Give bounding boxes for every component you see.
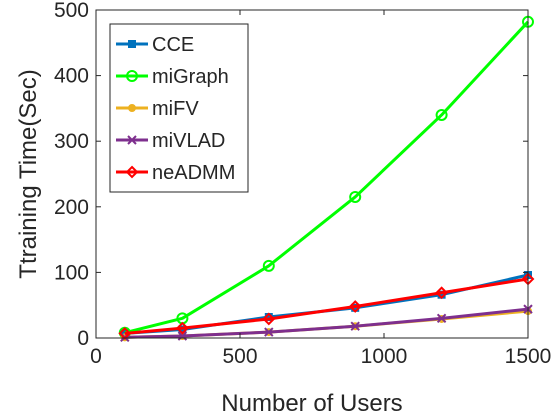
y-tick-label: 0: [77, 327, 89, 350]
data-point-mivlad: [177, 331, 188, 341]
legend-marker-cce: [128, 40, 136, 48]
x-axis-label: Number of Users: [221, 390, 402, 417]
data-point-migraph: [435, 108, 448, 121]
y-tick-label: 300: [54, 130, 89, 153]
legend-item-neadmm: neADMM: [116, 162, 235, 184]
axes-box: [95, 9, 529, 339]
x-tick-label: 1000: [361, 345, 408, 368]
axes: 0 500 1000 1500 0 100 200 300 400 500: [54, 0, 551, 368]
data-point-mivlad: [350, 321, 360, 331]
legend: CCE miGraph miFV miVLAD neADMM: [109, 23, 249, 193]
series-neadmm: [118, 272, 535, 340]
y-tick-label: 500: [54, 0, 89, 22]
legend-item-mivlad: miVLAD: [116, 130, 225, 152]
legend-item-migraph: miGraph: [116, 66, 229, 88]
legend-marker-mifv: [128, 104, 136, 112]
y-axis-label: Ttraining Time(Sec): [15, 69, 42, 278]
data-point-neadmm: [435, 286, 449, 300]
legend-marker-migraph: [126, 70, 138, 82]
legend-label-cce: CCE: [152, 34, 194, 56]
legend-item-mifv: miFV: [116, 98, 199, 120]
legend-item-cce: CCE: [116, 34, 194, 56]
legend-label-neadmm: neADMM: [152, 162, 235, 184]
y-tick-label: 200: [54, 196, 89, 219]
x-tick-label: 0: [90, 345, 102, 368]
y-tick-label: 400: [54, 65, 89, 88]
data-point-mivlad: [264, 327, 274, 337]
legend-label-mivlad: miVLAD: [152, 130, 225, 152]
series-line-mivlad: [124, 307, 529, 339]
data-point-mivlad: [436, 313, 447, 324]
data-point-neadmm: [175, 321, 189, 335]
legend-marker-neadmm: [125, 165, 139, 179]
data-point-migraph: [349, 190, 362, 203]
y-tick-label: 100: [54, 261, 89, 284]
series-line-migraph: [124, 20, 530, 335]
legend-marker-mivlad: [127, 135, 137, 145]
x-tick-label: 500: [222, 345, 257, 368]
legend-label-mifv: miFV: [152, 98, 199, 120]
x-tick-label: 1500: [505, 345, 552, 368]
data-point-migraph: [262, 259, 275, 272]
data-point-neadmm: [348, 300, 362, 313]
series-line-neadmm: [124, 277, 529, 335]
legend-label-migraph: miGraph: [152, 66, 229, 88]
data-point-neadmm: [262, 312, 276, 326]
